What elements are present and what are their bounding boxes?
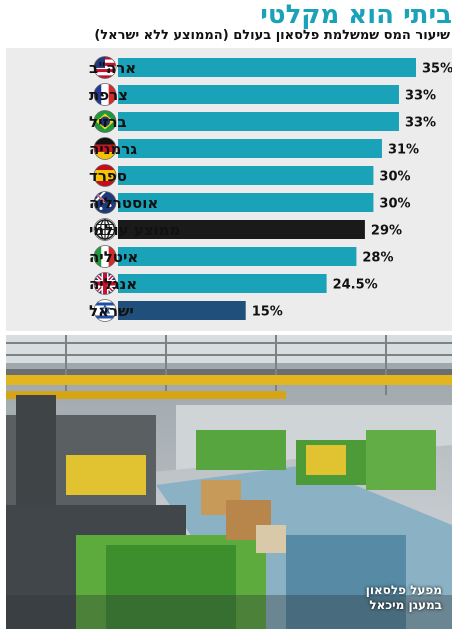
photo-caption-line-1: מפעל פלסאון: [365, 583, 442, 597]
flag-us-icon: [93, 56, 117, 79]
category-label-6: ממוצע עולמי: [89, 221, 180, 239]
category-label-1: צרפת: [89, 86, 128, 104]
value-label-6: 29%: [371, 224, 402, 239]
value-label-7: 28%: [362, 251, 393, 266]
category-label-3: גרמניה: [89, 140, 137, 158]
bar-5: [118, 193, 374, 212]
chart-panel: ארה"ב 35% צרפת 33% ברזיל 33% גרמניה 31% ספרד 30% א…: [6, 48, 452, 331]
category-label-8: אנגליה: [89, 275, 137, 293]
bar-3: [118, 139, 382, 158]
page-title: ביתי הוא מקלטי: [260, 0, 452, 30]
value-label-1: 33%: [405, 89, 436, 104]
bar-1: [118, 85, 399, 104]
flag-germany-icon: [93, 137, 117, 160]
flag-spain-icon: [93, 164, 117, 187]
bar-6: [118, 220, 365, 239]
bar-0: [118, 58, 416, 77]
bar-8: [118, 274, 327, 293]
flag-france-icon: [93, 83, 117, 106]
bar-2: [118, 112, 399, 131]
value-label-0: 35%: [422, 62, 452, 77]
globe-icon: [93, 218, 117, 241]
value-label-3: 31%: [388, 143, 419, 158]
category-label-7: איטליה: [89, 248, 138, 266]
tax-rate-bar-chart: ארה"ב 35% צרפת 33% ברזיל 33% גרמניה 31% ספרד 30% א…: [89, 56, 452, 322]
chart-subtitle: שיעור המס שמשלמת פלסאון בעולם (הממוצע לל…: [94, 28, 450, 43]
value-label-2: 33%: [405, 116, 436, 131]
category-label-5: אוסטרליה: [89, 194, 158, 212]
category-label-4: ספרד: [89, 167, 127, 185]
value-label-5: 30%: [379, 197, 410, 212]
flag-israel-icon: [93, 299, 117, 322]
flag-italy-icon: [93, 245, 117, 268]
factory-photo-illustration: [6, 335, 452, 629]
value-label-9: 15%: [252, 305, 283, 320]
flag-brazil-icon: [93, 110, 117, 133]
value-label-4: 30%: [379, 170, 410, 185]
category-label-9: ישראל: [89, 302, 134, 320]
flag-uk-icon: [93, 272, 117, 295]
photo-caption-line-2: במעגן מיכאל: [369, 598, 442, 612]
value-label-8: 24.5%: [333, 278, 378, 293]
category-label-2: ברזיל: [89, 113, 127, 131]
bar-4: [118, 166, 374, 185]
category-label-0: ארה"ב: [89, 59, 136, 77]
factory-photo: מפעל פלסאון במעגן מיכאל: [6, 335, 452, 629]
photo-caption: מפעל פלסאון במעגן מיכאל: [332, 583, 442, 613]
bar-7: [118, 247, 357, 266]
bar-9: [118, 301, 246, 320]
